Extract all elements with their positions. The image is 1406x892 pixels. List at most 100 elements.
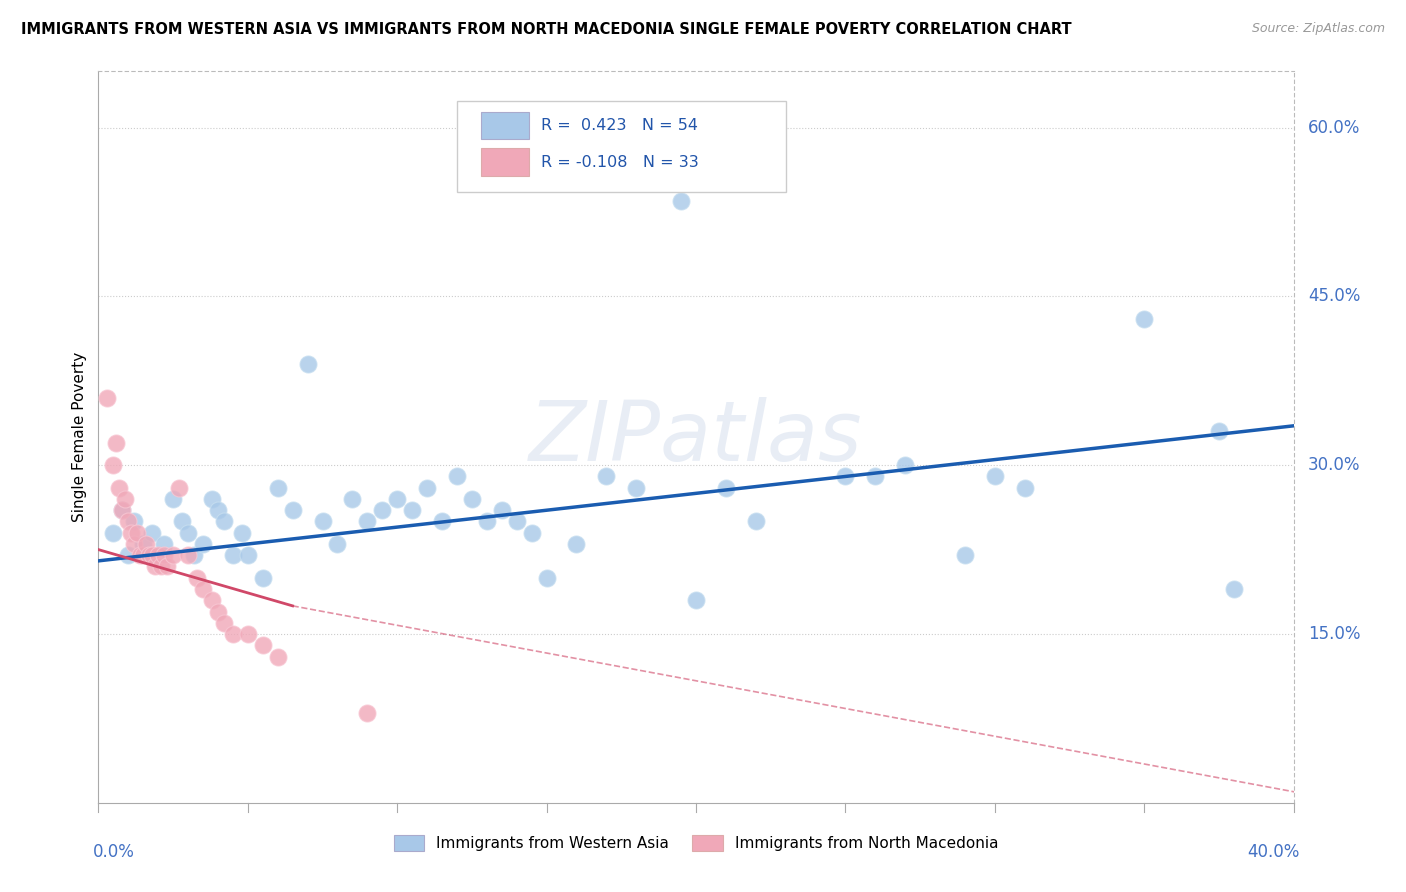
Y-axis label: Single Female Poverty: Single Female Poverty: [72, 352, 87, 522]
Text: R = -0.108   N = 33: R = -0.108 N = 33: [541, 154, 699, 169]
Point: [222, 627, 245, 641]
Point: [231, 525, 253, 540]
Point: [127, 525, 149, 540]
Point: [162, 491, 184, 506]
Point: [356, 706, 378, 720]
Point: [124, 515, 146, 529]
Point: [475, 515, 498, 529]
Point: [156, 559, 179, 574]
Point: [103, 525, 125, 540]
Point: [222, 548, 245, 562]
Text: Source: ZipAtlas.com: Source: ZipAtlas.com: [1251, 22, 1385, 36]
Point: [356, 515, 378, 529]
Point: [685, 593, 707, 607]
Point: [148, 548, 170, 562]
Point: [416, 481, 439, 495]
Point: [96, 391, 118, 405]
Point: [595, 469, 617, 483]
Point: [207, 605, 229, 619]
Point: [105, 435, 128, 450]
Point: [201, 593, 224, 607]
Point: [132, 548, 155, 562]
Point: [714, 481, 737, 495]
Text: 30.0%: 30.0%: [1308, 456, 1361, 475]
Point: [117, 548, 139, 562]
Point: [141, 548, 163, 562]
Point: [1133, 312, 1156, 326]
Text: 15.0%: 15.0%: [1308, 625, 1361, 643]
Legend: Immigrants from Western Asia, Immigrants from North Macedonia: Immigrants from Western Asia, Immigrants…: [388, 830, 1004, 857]
Bar: [481, 148, 529, 176]
Point: [129, 548, 152, 562]
Text: IMMIGRANTS FROM WESTERN ASIA VS IMMIGRANTS FROM NORTH MACEDONIA SINGLE FEMALE PO: IMMIGRANTS FROM WESTERN ASIA VS IMMIGRAN…: [21, 22, 1071, 37]
Point: [124, 537, 146, 551]
Point: [461, 491, 484, 506]
Point: [201, 491, 224, 506]
Text: 0.0%: 0.0%: [93, 843, 135, 861]
Point: [120, 525, 142, 540]
Point: [894, 458, 917, 473]
Bar: [481, 112, 529, 139]
Point: [162, 548, 184, 562]
Text: 40.0%: 40.0%: [1247, 843, 1299, 861]
Point: [536, 571, 558, 585]
Point: [865, 469, 887, 483]
Point: [297, 357, 319, 371]
Point: [834, 469, 856, 483]
Point: [135, 537, 157, 551]
Point: [953, 548, 976, 562]
FancyBboxPatch shape: [457, 101, 786, 192]
Point: [506, 515, 529, 529]
Point: [1208, 425, 1230, 439]
Point: [183, 548, 205, 562]
Point: [565, 537, 588, 551]
Point: [430, 515, 453, 529]
Point: [371, 503, 394, 517]
Point: [114, 491, 136, 506]
Point: [132, 537, 155, 551]
Point: [153, 548, 176, 562]
Point: [212, 615, 235, 630]
Point: [669, 194, 692, 208]
Point: [385, 491, 409, 506]
Point: [191, 537, 214, 551]
Text: 45.0%: 45.0%: [1308, 287, 1360, 305]
Text: R =  0.423   N = 54: R = 0.423 N = 54: [541, 118, 697, 133]
Point: [252, 571, 274, 585]
Point: [177, 548, 200, 562]
Point: [281, 503, 304, 517]
Point: [150, 559, 173, 574]
Point: [520, 525, 543, 540]
Point: [236, 548, 259, 562]
Point: [148, 548, 170, 562]
Point: [111, 503, 134, 517]
Point: [141, 525, 163, 540]
Point: [311, 515, 333, 529]
Point: [267, 481, 290, 495]
Point: [326, 537, 349, 551]
Point: [108, 481, 131, 495]
Point: [236, 627, 259, 641]
Point: [342, 491, 364, 506]
Point: [153, 537, 176, 551]
Point: [446, 469, 468, 483]
Text: ZIPatlas: ZIPatlas: [529, 397, 863, 477]
Text: 60.0%: 60.0%: [1308, 119, 1360, 136]
Point: [1014, 481, 1036, 495]
Point: [143, 559, 166, 574]
Point: [745, 515, 768, 529]
Point: [138, 548, 160, 562]
Point: [172, 515, 194, 529]
Point: [401, 503, 423, 517]
Point: [626, 481, 648, 495]
Point: [491, 503, 513, 517]
Point: [103, 458, 125, 473]
Point: [207, 503, 229, 517]
Point: [167, 481, 190, 495]
Point: [191, 582, 214, 596]
Point: [117, 515, 139, 529]
Point: [984, 469, 1007, 483]
Point: [177, 525, 200, 540]
Point: [267, 649, 290, 664]
Point: [1223, 582, 1246, 596]
